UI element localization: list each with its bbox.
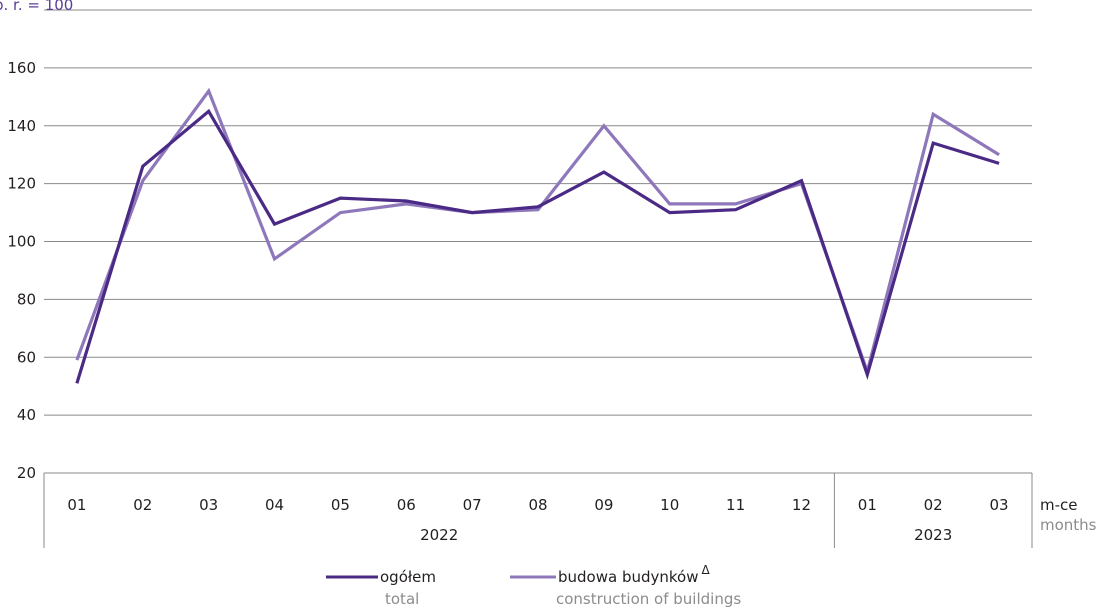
y-tick-label: 40 xyxy=(17,406,36,424)
legend: ogółem total budowa budynków Δ constructi… xyxy=(326,563,741,608)
year-label-2023: 2023 xyxy=(914,526,952,544)
x-tick-label: 08 xyxy=(528,496,547,514)
y-tick-label: 120 xyxy=(7,175,36,193)
x-unit-pl: m-ce xyxy=(1040,496,1078,514)
y-tick-label: 140 xyxy=(7,117,36,135)
y-axis: 20 40 60 80 100 120 140 160 xyxy=(7,59,36,482)
x-tick-label: 11 xyxy=(726,496,745,514)
y-tick-label: 160 xyxy=(7,59,36,77)
x-tick-label: 04 xyxy=(265,496,284,514)
y-tick-label: 60 xyxy=(17,348,36,366)
x-tick-label: 12 xyxy=(792,496,811,514)
x-tick-label: 02 xyxy=(133,496,152,514)
x-tick-label: 01 xyxy=(858,496,877,514)
x-tick-label: 09 xyxy=(594,496,613,514)
year-label-2022: 2022 xyxy=(420,526,458,544)
x-tick-label: 07 xyxy=(463,496,482,514)
legend-label-budowa-budynkow-en: construction of buildings xyxy=(556,590,741,608)
legend-item-budowa-budynkow: budowa budynków Δ construction of buildin… xyxy=(510,563,741,608)
series-line-budowa-budynkow xyxy=(75,87,1000,378)
grid-lines xyxy=(44,9,1032,416)
chart-top-label: p. r. = 100 xyxy=(0,0,73,14)
x-tick-label: 10 xyxy=(660,496,679,514)
legend-label-ogolem-en: total xyxy=(385,590,419,608)
legend-label-ogolem: ogółem xyxy=(380,568,436,586)
y-tick-label: 100 xyxy=(7,233,36,251)
y-tick-label: 20 xyxy=(17,464,36,482)
x-tick-label: 05 xyxy=(331,496,350,514)
legend-item-ogolem: ogółem total xyxy=(326,568,436,608)
x-unit-en: months xyxy=(1040,516,1097,534)
series-lines xyxy=(75,87,1000,384)
x-axis: 01 02 03 04 05 06 07 08 09 10 11 12 01 02 03 2022 2023 xyxy=(43,472,1033,548)
legend-label-budowa-budynkow: budowa budynków Δ xyxy=(558,563,711,586)
series-line-ogolem xyxy=(75,108,1000,384)
x-tick-label: 01 xyxy=(67,496,86,514)
x-tick-label: 02 xyxy=(924,496,943,514)
legend-delta-sup: Δ xyxy=(702,563,711,577)
y-tick-label: 80 xyxy=(17,290,36,308)
x-tick-label: 03 xyxy=(199,496,218,514)
x-tick-label: 03 xyxy=(990,496,1009,514)
x-tick-label: 06 xyxy=(397,496,416,514)
